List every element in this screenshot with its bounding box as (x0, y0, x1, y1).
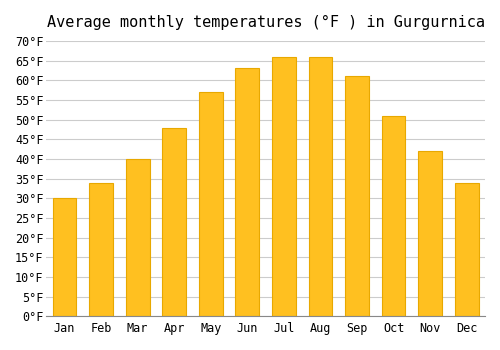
Bar (418, 151, 442, 316)
Bar (272, 57, 296, 316)
Bar (308, 57, 332, 316)
Bar (345, 76, 369, 316)
Bar (199, 92, 222, 316)
Bar (455, 183, 478, 316)
Bar (382, 116, 406, 316)
Bar (236, 69, 259, 316)
Title: Average monthly temperatures (°F ) in Gurgurnica: Average monthly temperatures (°F ) in Gu… (46, 15, 484, 30)
Bar (89, 183, 113, 316)
Bar (52, 198, 76, 316)
Bar (162, 127, 186, 316)
Bar (126, 159, 150, 316)
